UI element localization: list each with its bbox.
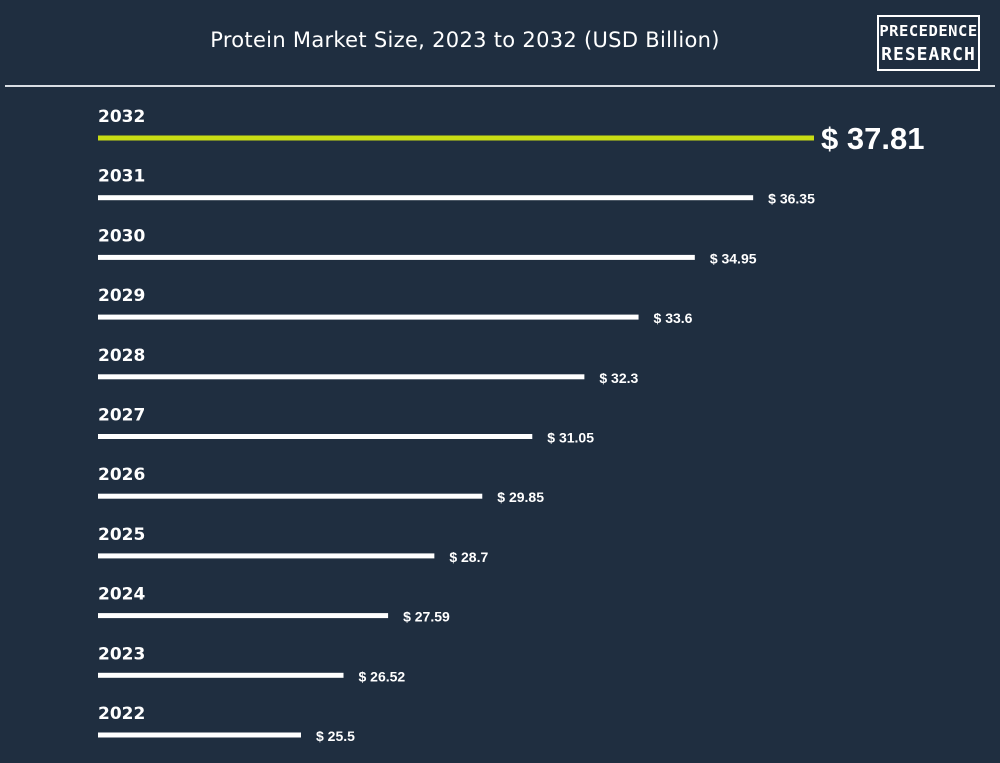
bar-2030 — [98, 254, 695, 260]
value-label-2023: $ 26.52 — [359, 668, 406, 684]
year-label-2031: 2031 — [98, 167, 145, 187]
value-label-2022: $ 25.5 — [316, 728, 355, 744]
bar-2031 — [98, 195, 754, 201]
year-label-2029: 2029 — [98, 286, 145, 306]
value-label-2032: $ 37.81 — [821, 121, 924, 156]
value-label-2027: $ 31.05 — [547, 430, 594, 446]
bar-2029 — [98, 314, 639, 320]
bar-2023 — [98, 672, 344, 678]
bar-2025 — [98, 553, 435, 559]
chart-title: Protein Market Size, 2023 to 2032 (USD B… — [210, 28, 720, 52]
bar-2022 — [98, 732, 301, 738]
bar-2027 — [98, 434, 533, 439]
year-label-2024: 2024 — [98, 585, 145, 605]
year-label-2023: 2023 — [98, 644, 145, 664]
value-label-2031: $ 36.35 — [768, 191, 815, 207]
header-divider — [5, 85, 995, 87]
year-label-2032: 2032 — [98, 107, 145, 127]
value-label-2026: $ 29.85 — [497, 489, 544, 505]
year-label-2022: 2022 — [98, 704, 145, 724]
year-label-2028: 2028 — [98, 346, 145, 366]
value-label-2029: $ 33.6 — [654, 310, 693, 326]
year-label-2030: 2030 — [98, 226, 145, 246]
year-label-2026: 2026 — [98, 465, 145, 485]
value-label-2024: $ 27.59 — [403, 609, 450, 625]
logo-line-2: RESEARCH — [881, 44, 976, 65]
bar-2026 — [98, 493, 483, 499]
value-label-2030: $ 34.95 — [710, 250, 757, 266]
precedence-research-logo: PRECEDENCE RESEARCH — [877, 15, 980, 71]
year-label-2027: 2027 — [98, 406, 145, 426]
value-label-2025: $ 28.7 — [449, 549, 488, 565]
value-label-2028: $ 32.3 — [599, 370, 638, 386]
year-label-2025: 2025 — [98, 525, 145, 545]
bar-2024 — [98, 613, 389, 619]
logo-line-1: PRECEDENCE — [879, 22, 978, 40]
bar-2028 — [98, 374, 585, 380]
bar-2032 — [98, 135, 814, 141]
